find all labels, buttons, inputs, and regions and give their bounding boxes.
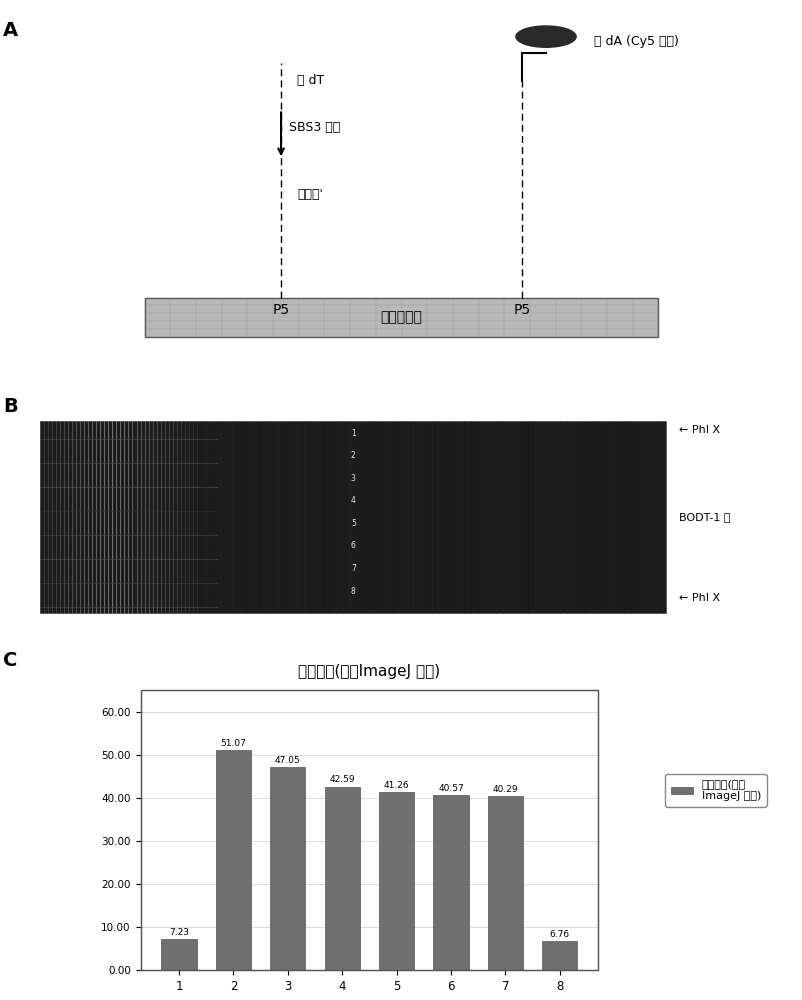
Bar (161, 939, 196, 970)
Text: 41.26: 41.26 (383, 781, 409, 790)
Bar (379, 792, 414, 970)
Text: 6: 6 (350, 541, 355, 550)
Text: 40.29: 40.29 (492, 785, 517, 794)
Bar (324, 787, 359, 970)
Text: 6.76: 6.76 (549, 930, 569, 939)
Text: SBS3 引物: SBS3 引物 (289, 121, 340, 134)
Text: C: C (3, 651, 18, 670)
Text: P5: P5 (272, 303, 290, 317)
Bar (216, 750, 251, 970)
Bar (269, 767, 305, 970)
Text: 40.57: 40.57 (438, 784, 464, 793)
Text: P5: P5 (512, 303, 530, 317)
Text: 42.59: 42.59 (329, 775, 354, 784)
Bar (40, 421, 666, 613)
Bar (144, 298, 658, 337)
Text: B: B (3, 397, 18, 416)
Text: 2: 2 (350, 451, 355, 460)
Text: A: A (3, 21, 18, 40)
Text: 4: 4 (350, 496, 355, 505)
Ellipse shape (516, 26, 576, 47)
Text: 寡 dT: 寡 dT (297, 75, 324, 88)
Bar (433, 795, 468, 970)
Bar (541, 941, 577, 970)
Text: 寡 dA (Cy5 探针): 寡 dA (Cy5 探针) (593, 35, 678, 48)
Text: 51.07: 51.07 (221, 739, 246, 748)
Bar (487, 796, 522, 970)
Text: BODT-1 库: BODT-1 库 (678, 512, 729, 522)
Text: ← PhI X: ← PhI X (678, 425, 719, 435)
Text: 3: 3 (350, 474, 355, 483)
Legend: 信号强度(通过
ImageJ 测量): 信号强度(通过 ImageJ 测量) (664, 774, 766, 807)
Text: 条形码': 条形码' (297, 188, 322, 201)
Text: 5: 5 (350, 519, 355, 528)
Text: ← PhI X: ← PhI X (678, 593, 719, 603)
Text: 1: 1 (350, 428, 355, 438)
Text: 7: 7 (350, 564, 355, 573)
Title: 信号强度(通过ImageJ 测量): 信号强度(通过ImageJ 测量) (298, 664, 439, 679)
Text: 流动槽表面: 流动槽表面 (380, 310, 422, 324)
Text: 47.05: 47.05 (274, 756, 300, 765)
Text: 7.23: 7.23 (168, 928, 188, 937)
Text: 8: 8 (350, 587, 355, 596)
